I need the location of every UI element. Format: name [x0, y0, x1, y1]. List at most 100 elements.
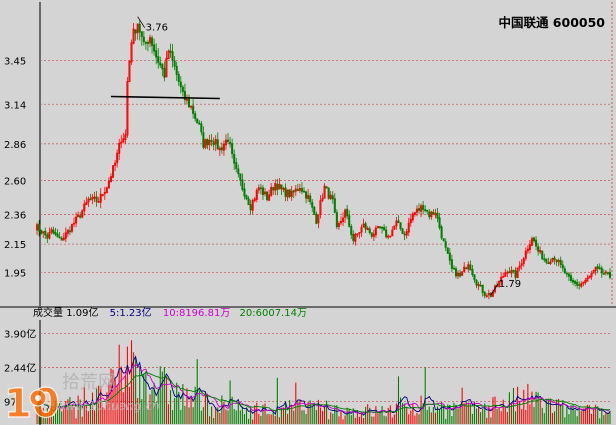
legend-ma5: 5:1.23亿	[110, 306, 155, 319]
candle-body	[565, 272, 568, 275]
candle-body	[241, 179, 244, 190]
candle-body	[553, 257, 556, 260]
candle-body	[305, 191, 308, 199]
candle-body	[539, 250, 542, 253]
candle-body	[208, 140, 211, 146]
candle-body	[167, 50, 170, 60]
candle-body	[183, 90, 186, 101]
stock-title: 中国联通 600050	[498, 15, 605, 30]
candle-body	[138, 23, 141, 33]
candle-body	[216, 139, 219, 150]
candle-body	[411, 213, 414, 221]
candle-body	[582, 281, 585, 284]
candle-body	[331, 195, 334, 200]
candle-body	[391, 229, 394, 237]
candle-body	[362, 223, 365, 228]
candle-body	[146, 42, 149, 44]
candle-body	[444, 241, 447, 248]
candle-body	[249, 204, 252, 211]
price-tick-labels: 3.45 3.14 2.86 2.60 2.36 2.15 1.95	[4, 56, 26, 279]
candle-body	[376, 226, 379, 229]
candle-body	[413, 212, 416, 215]
candle-body	[46, 234, 49, 239]
candle-body	[518, 265, 521, 269]
candle-body	[596, 266, 599, 269]
candle-body	[543, 258, 546, 261]
candle-body	[97, 201, 100, 203]
candle-body	[202, 132, 205, 148]
candle-body	[471, 269, 474, 276]
volume-bars	[36, 340, 611, 424]
price-tick-label: 2.36	[4, 210, 26, 221]
candle-body	[545, 258, 548, 263]
candle-body	[479, 284, 482, 287]
candle-body	[190, 105, 193, 108]
candle-body	[296, 189, 299, 191]
neckline	[110, 95, 220, 100]
price-tick-label: 3.14	[4, 100, 26, 111]
candle-body	[452, 267, 455, 270]
volume-tick-label: 2.44亿	[4, 361, 36, 374]
candle-body	[348, 215, 351, 227]
candle-body	[136, 23, 139, 33]
candle-body	[101, 194, 104, 196]
candle-body	[64, 232, 67, 239]
candle-body	[255, 189, 258, 200]
candle-body	[485, 295, 488, 297]
candle-body	[428, 211, 431, 218]
candle-body	[600, 267, 603, 274]
price-tick-label: 1.95	[4, 268, 26, 279]
candle-body	[114, 162, 117, 166]
candle-body	[85, 202, 88, 206]
candle-body	[571, 279, 575, 283]
candle-body	[253, 198, 256, 202]
candle-body	[144, 42, 147, 44]
candle-body	[335, 212, 338, 228]
candle-body	[300, 188, 304, 192]
candle-body	[321, 198, 324, 201]
candle-body	[551, 258, 554, 262]
candle-body	[196, 118, 199, 124]
candle-body	[520, 263, 523, 266]
candle-body	[580, 283, 583, 287]
candle-body	[282, 188, 285, 190]
candle-body	[198, 122, 201, 125]
candle-body	[56, 233, 59, 238]
candle-body	[549, 261, 552, 264]
watermark-url: www.10huang.cn	[56, 399, 160, 413]
candle-body	[374, 227, 377, 236]
price-tick-label: 2.15	[4, 240, 26, 251]
candle-body	[584, 280, 587, 283]
candle-body	[130, 42, 133, 63]
candle-body	[337, 223, 340, 228]
annotation-pointer	[490, 283, 499, 296]
watermark-text: 拾荒网	[62, 372, 116, 393]
candle-body	[436, 212, 439, 219]
candle-body	[103, 192, 106, 195]
candle-body	[276, 183, 279, 190]
candle-body	[405, 231, 408, 236]
candle-body	[372, 233, 375, 237]
candle-body	[50, 229, 53, 233]
candle-body	[270, 186, 273, 196]
candle-body	[456, 272, 460, 277]
candle-body	[261, 187, 264, 195]
candle-body	[259, 187, 262, 190]
candle-body	[569, 275, 573, 281]
candle-body	[395, 220, 398, 227]
candle-body	[346, 208, 349, 217]
candle-body	[588, 275, 591, 279]
candle-body	[290, 190, 293, 197]
candle-body	[60, 237, 63, 241]
candle-body	[323, 185, 326, 199]
candle-body	[547, 262, 550, 265]
candle-body	[368, 228, 371, 234]
candle-body	[422, 205, 425, 210]
candle-body	[473, 274, 476, 281]
candle-body	[339, 220, 343, 224]
candle-body	[214, 139, 217, 145]
candle-body	[454, 268, 458, 277]
candle-body	[157, 56, 160, 64]
volume-grid	[40, 333, 612, 402]
candle-body	[532, 237, 536, 242]
